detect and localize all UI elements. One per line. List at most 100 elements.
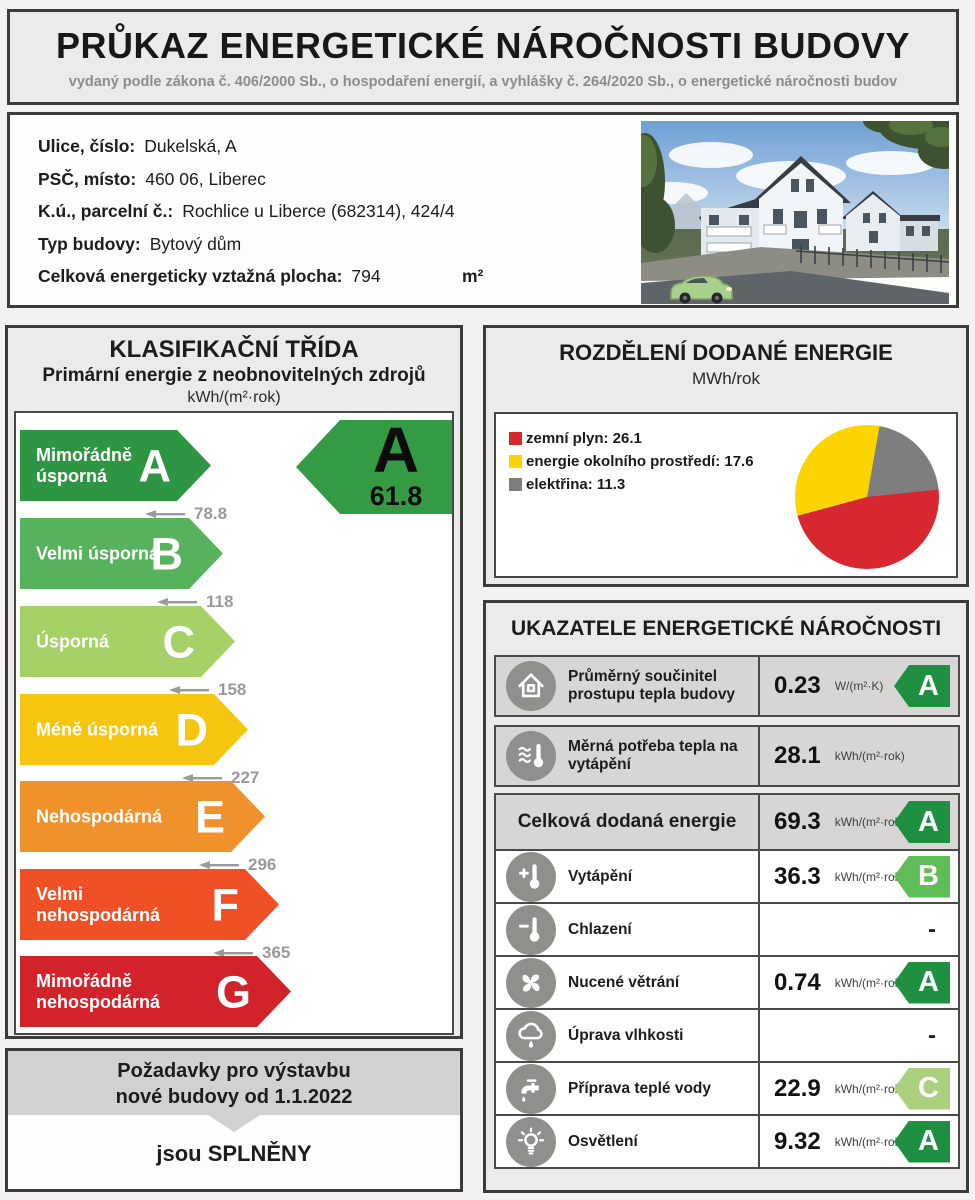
indicator-value-cell: 36.3 kWh/(m²·rok) B [760, 851, 958, 902]
building-type-line: Typ budovy: Bytový dům [38, 228, 455, 261]
indicator-label-cell: Celková dodaná energie [496, 795, 760, 849]
threshold-arrow-icon [157, 598, 197, 606]
band-d-letter: D [175, 704, 208, 755]
indicator-value: 0.23 [774, 672, 821, 699]
band-g-letter: G [215, 966, 251, 1017]
threshold-arrow-icon [182, 774, 222, 782]
indicator-value-cell: - [760, 904, 958, 955]
requirements-line1: Požadavky pro výstavbu [117, 1060, 351, 1082]
page-subtitle: vydaný podle zákona č. 406/2000 Sb., o h… [68, 74, 898, 90]
building-info-lines: Ulice, číslo: Dukelská, A PSČ, místo: 460 … [38, 130, 483, 293]
no-value-dash: - [928, 915, 936, 943]
band-e: Nehospodárná E [20, 781, 265, 852]
indicator-unit: kWh/(m²·rok) [834, 1081, 905, 1096]
indicator-value-cell: 22.9 kWh/(m²·rok) C [760, 1063, 958, 1114]
threshold-arrow-icon [169, 686, 209, 694]
indicator-row-heating: Vytápění 36.3 kWh/(m²·rok) B [494, 849, 960, 904]
indicators-title: UKAZATELE ENERGETICKÉ NÁROČNOSTI [510, 617, 942, 640]
thermometer-plus-icon [506, 851, 556, 902]
indicator-value: 36.3 [774, 862, 821, 890]
floor-area-unit: m² [462, 266, 484, 286]
energy-distribution-title: ROZDĚLENÍ DODANÉ ENERGIE [559, 340, 893, 365]
threshold-c: 158 [169, 680, 246, 699]
indicator-label-cell: Měrná potřeba tepla na vytápění [496, 727, 760, 785]
certificate-header: PRŮKAZ ENERGETICKÉ NÁROČNOSTI BUDOVY vyd… [7, 9, 959, 105]
threshold-f-value: 365 [262, 943, 291, 962]
heat-waves-icon [506, 731, 556, 781]
street-label: Ulice, číslo: [38, 136, 136, 156]
indicator-unit: kWh/(m²·rok) [834, 815, 905, 829]
indicator-value-cell: - [760, 1010, 958, 1061]
lightbulb-icon [506, 1116, 556, 1167]
threshold-d-value: 227 [231, 768, 260, 787]
indicator-row-total-delivered-energy: Celková dodaná energie 69.3 kWh/(m²·rok)… [494, 793, 960, 851]
indicator-value-cell: 0.74 kWh/(m²·rok) A [760, 957, 958, 1008]
band-c-letter: C [162, 616, 195, 667]
building-photo [641, 121, 949, 304]
legend-item-electricity: elektřina: 11.3 [509, 473, 754, 496]
building-type-label: Typ budovy: [38, 233, 141, 254]
indicator-label: Celková dodaná energie [517, 811, 737, 833]
energy-distribution-unit: MWh/rok [692, 369, 760, 388]
gas-legend-text: zemní plyn: 26.1 [526, 430, 642, 447]
rating-letter: A [372, 414, 420, 487]
faucet-icon [506, 1063, 556, 1114]
indicator-label-cell: Průměrný součinitel prostupu tepla budov… [496, 657, 760, 715]
threshold-a-value: 78.8 [194, 504, 228, 523]
legend-item-ambient: energie okolního prostředí: 17.6 [509, 450, 754, 473]
floor-area-line: Celková energeticky vztažná plocha: 794 m… [38, 260, 483, 293]
building-type-value: Bytový dům [149, 233, 242, 254]
threshold-f: 365 [213, 943, 291, 962]
street-value: Dukelská, A [144, 136, 237, 156]
gas-swatch [509, 432, 522, 445]
fan-icon [506, 957, 556, 1008]
band-b-label: Velmi úsporná [36, 542, 160, 563]
classification-unit: kWh/(m²·rok) [187, 389, 281, 406]
band-a: Mimořádně úsporná A [20, 430, 211, 501]
classification-scale: Mimořádně úsporná A 78.8 Velmi úsporná B… [14, 411, 454, 1035]
indicator-label: Úprava vlhkosti [568, 1026, 684, 1044]
band-f-letter: F [211, 879, 239, 930]
page-title: PRŮKAZ ENERGETICKÉ NÁROČNOSTI BUDOVY [55, 25, 911, 66]
electricity-legend-text: elektřina: 11.3 [526, 476, 626, 493]
indicator-value: 9.32 [774, 1127, 821, 1155]
indicator-label-cell: Vytápění [496, 851, 760, 902]
zip-label: PSČ, místo: [38, 168, 137, 189]
threshold-e: 296 [199, 855, 276, 874]
threshold-arrow-icon [145, 510, 185, 518]
class-badge: A [894, 961, 950, 1004]
class-badge: A [894, 1120, 950, 1163]
building-info-box: Ulice, číslo: Dukelská, A PSČ, místo: 460 … [7, 112, 959, 308]
indicator-label: Osvětlení [568, 1132, 638, 1150]
no-value-dash: - [928, 1021, 936, 1049]
threshold-b: 118 [157, 592, 233, 611]
band-d: Méně úsporná D [20, 694, 248, 765]
threshold-a: 78.8 [145, 504, 228, 523]
threshold-arrow-icon [199, 861, 239, 869]
rating-value: 61.8 [369, 480, 423, 511]
band-g: Mimořádně nehospodárná G [20, 956, 291, 1027]
indicator-value-cell: 69.3 kWh/(m²·rok) A [760, 795, 958, 849]
pie-legend: zemní plyn: 26.1 energie okolního prostř… [509, 427, 754, 496]
house-icon [506, 661, 556, 711]
classification-subtitle: Primární energie z neobnovitelných zdroj… [42, 365, 426, 386]
band-f-label: Velmi nehospodárná [36, 883, 161, 925]
band-f: Velmi nehospodárná F [20, 869, 279, 940]
indicator-value: 69.3 [774, 808, 821, 835]
street-line: Ulice, číslo: Dukelská, A [38, 130, 455, 163]
parcel-value: Rochlice u Liberce (682314), 424/4 [182, 201, 455, 221]
indicator-label: Chlazení [568, 920, 632, 938]
floor-area-value: 794 [351, 266, 381, 286]
indicator-label: Měrná potřeba tepla na vytápění [568, 738, 738, 773]
indicator-label-cell: Úprava vlhkosti [496, 1010, 760, 1061]
indicator-label: Příprava teplé vody [568, 1079, 712, 1097]
pie-chart [795, 425, 939, 569]
indicators-panel: UKAZATELE ENERGETICKÉ NÁROČNOSTI Průměrn… [483, 600, 969, 1193]
indicator-label-cell: Osvětlení [496, 1116, 760, 1167]
humidity-icon [506, 1010, 556, 1061]
floor-area-label: Celková energeticky vztažná plocha: [38, 266, 343, 286]
indicator-unit: kWh/(m²·rok) [834, 975, 905, 990]
classification-panel: KLASIFIKAČNÍ TŘÍDA Primární energie z ne… [5, 325, 463, 1039]
indicator-value-cell: 9.32 kWh/(m²·rok) A [760, 1116, 958, 1167]
legend-item-gas: zemní plyn: 26.1 [509, 427, 754, 450]
